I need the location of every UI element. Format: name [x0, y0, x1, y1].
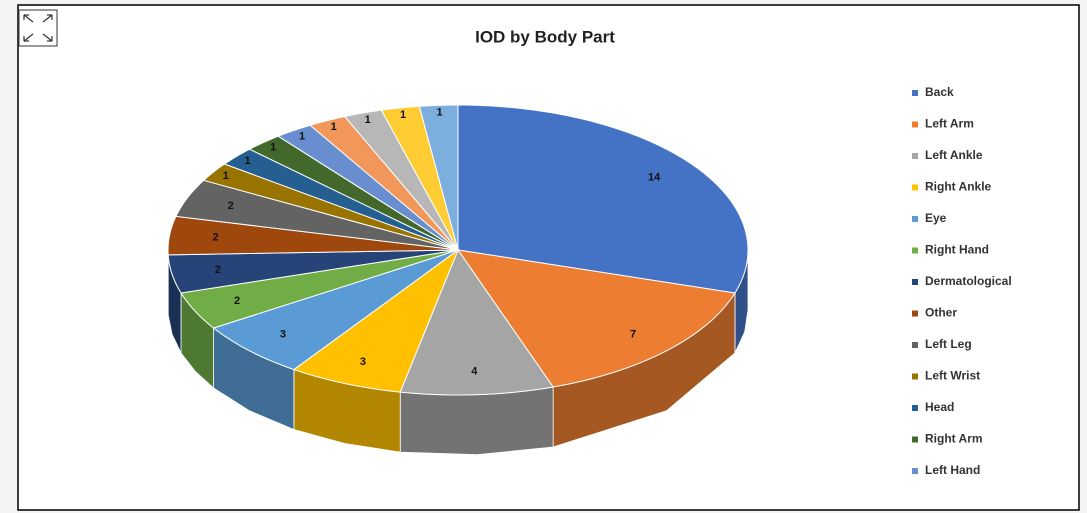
data-label: 1 — [245, 155, 251, 167]
legend-swatch — [912, 405, 918, 411]
slice — [399, 248, 554, 396]
legend-swatch — [912, 279, 918, 285]
legend-label: Back — [925, 85, 954, 99]
slice — [418, 104, 459, 251]
legend-swatch — [912, 436, 918, 443]
slice — [457, 104, 749, 294]
legend-label: Head — [925, 400, 954, 414]
legend-label: Right Hand — [925, 243, 989, 257]
data-label: 1 — [400, 109, 406, 121]
legend-label: Right Ankle — [925, 180, 992, 194]
legend-swatch — [912, 184, 918, 191]
legend-swatch — [912, 373, 918, 380]
legend-swatch — [912, 90, 918, 96]
legend-swatch — [912, 247, 918, 254]
slice-side — [399, 386, 554, 456]
data-label: 1 — [299, 130, 305, 142]
slice — [167, 249, 459, 294]
legend-swatch — [912, 121, 918, 128]
slice — [248, 135, 459, 251]
slice — [180, 249, 459, 329]
data-label: 1 — [365, 114, 371, 126]
slice — [167, 215, 459, 256]
legend-label: Left Hand — [925, 463, 980, 477]
data-label: 7 — [630, 329, 636, 341]
chart-title: IOD by Body Part — [475, 27, 615, 46]
data-label: 2 — [228, 200, 234, 212]
slice — [202, 163, 459, 251]
data-labels: 14 7 4 3 3 2 2 2 2 1 1 1 1 1 1 1 1 — [213, 106, 662, 377]
data-label: 1 — [331, 121, 337, 133]
slice — [292, 248, 460, 393]
legend-swatch — [912, 153, 918, 159]
data-label: 3 — [360, 356, 366, 368]
expand-icon[interactable] — [18, 9, 58, 47]
data-label: 1 — [270, 142, 276, 154]
slice — [212, 249, 459, 371]
data-label: 14 — [648, 172, 661, 184]
data-label: 4 — [471, 365, 478, 377]
legend-label: Left Arm — [925, 117, 974, 131]
data-label: 1 — [437, 106, 443, 118]
data-label: 2 — [215, 264, 221, 276]
legend-label: Right Arm — [925, 432, 983, 446]
legend: Back Left Arm Left Ankle Right Ankle Eye Righ… — [912, 85, 1012, 477]
legend-label: Left Leg — [925, 337, 972, 351]
slice — [456, 249, 736, 388]
legend-label: Left Wrist — [925, 369, 980, 383]
pie-sides — [167, 249, 749, 456]
slice — [277, 124, 459, 251]
legend-label: Eye — [925, 211, 947, 225]
pie-tops — [167, 104, 749, 396]
slice — [175, 179, 459, 251]
data-label: 1 — [223, 170, 229, 182]
data-label: 2 — [234, 295, 240, 307]
slice — [380, 105, 459, 251]
slice — [223, 148, 459, 251]
legend-label: Left Ankle — [925, 148, 983, 162]
legend-label: Other — [925, 306, 957, 320]
legend-label: Dermatological — [925, 274, 1012, 288]
legend-swatch — [912, 310, 918, 317]
legend-swatch — [912, 216, 918, 222]
data-label: 3 — [280, 329, 286, 341]
legend-swatch — [912, 342, 918, 348]
data-label: 2 — [213, 232, 219, 244]
legend-swatch — [912, 468, 918, 474]
slice — [343, 109, 459, 251]
slice — [309, 115, 459, 251]
